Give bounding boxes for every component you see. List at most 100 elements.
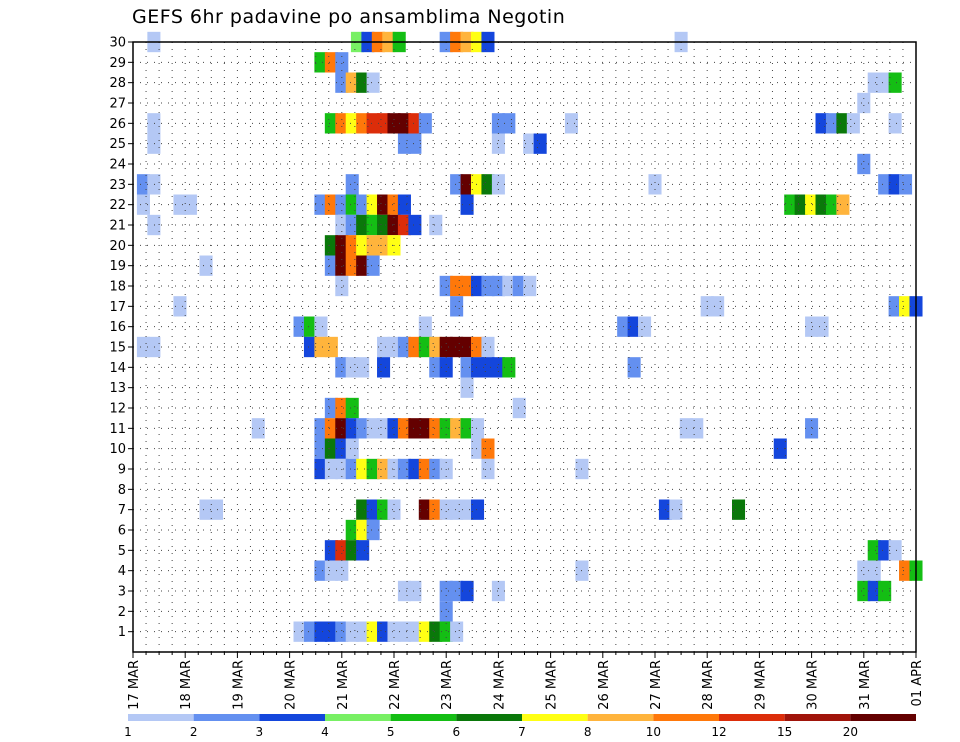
heatmap-cell: [711, 296, 725, 317]
heatmap-cell: [314, 621, 328, 642]
heatmap-cell: [857, 153, 871, 175]
colorbar-swatch: [390, 714, 457, 721]
heatmap-cell: [418, 316, 432, 337]
heatmap-cell: [408, 113, 422, 134]
heatmap-cell: [356, 621, 370, 642]
heatmap-cell: [136, 336, 150, 358]
heatmap-cell: [470, 336, 485, 358]
y-tick-label: 22: [109, 198, 126, 213]
chart-title: GEFS 6hr padavine po ansamblima Negotin: [132, 6, 566, 28]
colorbar-swatch: [850, 714, 916, 721]
heatmap-cell: [460, 174, 474, 195]
heatmap-cell: [366, 458, 380, 480]
heatmap-cell: [867, 560, 881, 581]
heatmap-cell: [199, 499, 213, 520]
heatmap-cell: [356, 540, 370, 561]
heatmap-cell: [460, 275, 474, 297]
heatmap-cell: [356, 499, 370, 520]
heatmap-cell: [345, 72, 359, 93]
heatmap-cell: [418, 621, 432, 642]
heatmap-cell: [335, 194, 349, 215]
heatmap-cell: [439, 580, 453, 602]
heatmap-cell: [345, 113, 359, 134]
heatmap-cell: [627, 316, 641, 337]
heatmap-cell: [450, 296, 464, 317]
heatmap-cell: [460, 418, 474, 439]
heatmap-cell: [366, 418, 380, 439]
heatmap-cell: [408, 458, 422, 480]
heatmap-cell: [377, 194, 391, 215]
heatmap-cell: [366, 194, 380, 215]
heatmap-cell: [805, 316, 819, 337]
colorbar-swatch: [128, 714, 194, 721]
heatmap-cell: [366, 235, 380, 256]
heatmap-cell: [460, 336, 474, 358]
y-tick-label: 11: [109, 422, 126, 437]
heatmap-cell: [502, 275, 516, 297]
heatmap-cell: [136, 194, 150, 215]
y-tick-label: 19: [109, 259, 126, 274]
heatmap-cell: [429, 214, 443, 236]
heatmap-cell: [450, 580, 464, 602]
colorbar-label: 8: [584, 725, 592, 739]
heatmap-cell: [805, 194, 819, 215]
heatmap-cell: [147, 174, 161, 195]
heatmap-cell: [314, 316, 328, 337]
x-tick-label: 23 MAR: [440, 660, 455, 710]
x-tick-label: 24 MAR: [492, 660, 507, 710]
heatmap-cell: [324, 560, 338, 581]
heatmap-cell: [878, 174, 892, 195]
heatmap-cell: [356, 255, 370, 276]
colorbar-label: 15: [777, 725, 792, 739]
heatmap-cell: [815, 194, 829, 215]
heatmap-cell: [251, 418, 265, 439]
x-tick-label: 22 MAR: [388, 660, 403, 710]
y-tick-label: 21: [109, 219, 126, 234]
heatmap-cell: [899, 560, 913, 581]
heatmap-cell: [888, 113, 902, 134]
heatmap-cell: [147, 113, 161, 134]
heatmap-cell: [825, 113, 840, 134]
heatmap-cell: [136, 174, 150, 195]
heatmap-cell: [356, 418, 370, 439]
heatmap-cell: [387, 194, 401, 215]
heatmap-cell: [888, 174, 902, 195]
colorbar-swatch: [587, 714, 654, 721]
heatmap-cell: [314, 458, 328, 480]
heatmap-cell: [491, 275, 505, 297]
y-tick-label: 10: [109, 442, 126, 457]
x-tick-label: 26 MAR: [597, 660, 612, 710]
heatmap-cell: [324, 621, 338, 642]
heatmap-cell: [857, 92, 871, 114]
colorbar-swatch: [784, 714, 851, 721]
x-tick-label: 31 MAR: [858, 660, 873, 710]
heatmap-cell: [366, 113, 380, 134]
heatmap-cell: [303, 316, 318, 337]
heatmap-cell: [173, 194, 187, 215]
heatmap-cell: [377, 357, 391, 378]
heatmap-cell: [377, 458, 391, 480]
heatmap-cell: [314, 336, 328, 358]
colorbar-swatch: [193, 714, 260, 721]
heatmap-cell: [314, 560, 328, 581]
y-tick-label: 5: [118, 544, 126, 559]
heatmap-cell: [899, 296, 913, 317]
heatmap-cell: [502, 113, 516, 134]
x-tick-label: 01 APR: [910, 660, 925, 706]
heatmap-cell: [439, 601, 453, 622]
heatmap-cell: [345, 621, 359, 642]
heatmap-cell: [418, 113, 432, 134]
heatmap-cell: [397, 580, 411, 602]
colorbar-swatch: [719, 714, 785, 721]
heatmap-cell: [460, 580, 474, 602]
heatmap-cell: [815, 316, 829, 337]
heatmap-cell: [397, 214, 411, 236]
heatmap-cell: [397, 336, 411, 358]
heatmap-cell: [481, 174, 495, 195]
heatmap-cell: [794, 194, 808, 215]
heatmap-cell: [648, 174, 662, 195]
heatmap-cell: [324, 336, 338, 358]
heatmap-cell: [460, 499, 474, 520]
heatmap-cell: [481, 458, 495, 480]
